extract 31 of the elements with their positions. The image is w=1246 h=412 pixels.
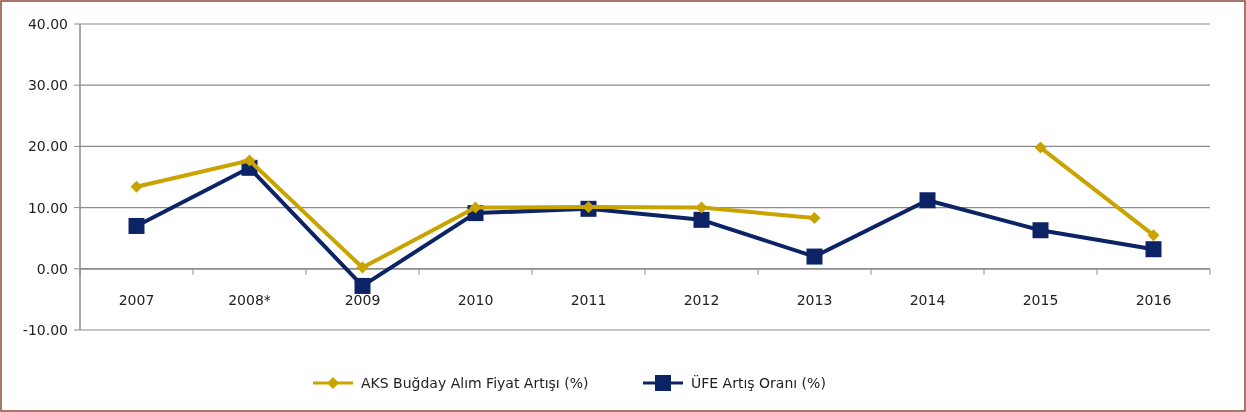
point <box>243 154 256 167</box>
x-tick-label: 2009 <box>344 291 381 308</box>
x-tick-label: 2007 <box>118 291 155 308</box>
point <box>693 211 710 228</box>
point <box>1145 241 1162 258</box>
point <box>806 248 823 265</box>
y-tick-label: 30.00 <box>27 77 68 94</box>
x-tick-label: 2013 <box>796 291 833 308</box>
y-tick-label: 40.00 <box>27 15 68 32</box>
x-tick-label: 2014 <box>909 291 946 308</box>
x-tick-label: 2016 <box>1135 291 1172 308</box>
y-tick-label: 20.00 <box>27 138 68 155</box>
legend-label: AKS Buğday Alım Fiyat Artışı (%) <box>361 374 589 391</box>
point <box>1147 229 1160 242</box>
point <box>1034 141 1047 154</box>
x-tick-label: 2010 <box>457 291 494 308</box>
point <box>808 212 821 224</box>
x-tick-label: 2011 <box>570 291 607 308</box>
point <box>356 261 369 274</box>
x-tick-label: 2015 <box>1022 291 1059 308</box>
point <box>1032 222 1049 239</box>
legend-label: ÜFE Artış Oranı (%) <box>691 373 826 391</box>
x-tick-label: 2012 <box>683 291 720 308</box>
point <box>130 180 143 193</box>
point <box>128 217 145 234</box>
y-tick-label: 0.00 <box>36 260 68 277</box>
point <box>354 277 371 294</box>
y-tick-label: -10.00 <box>22 321 68 338</box>
y-tick-label: 10.00 <box>27 199 68 216</box>
x-tick-label: 2008* <box>228 291 271 308</box>
point <box>919 192 936 209</box>
